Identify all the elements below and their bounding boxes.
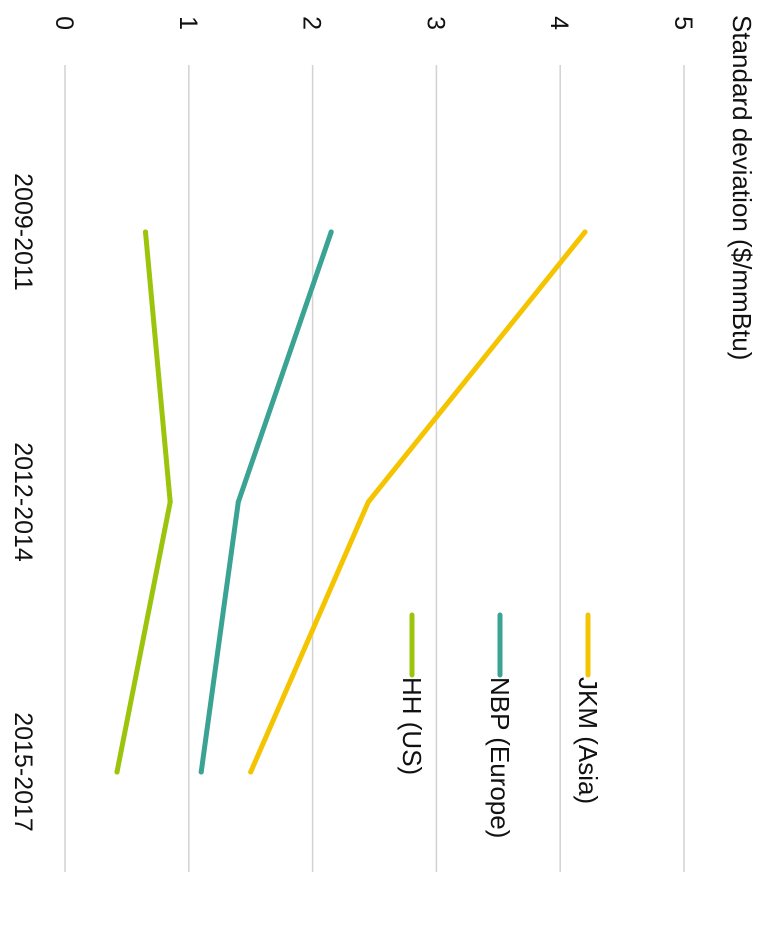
y-tick-label: 2 [298,16,326,30]
data-point [198,769,204,775]
y-tick-label: 1 [174,16,202,30]
data-point [114,769,120,775]
legend-label: JKM (Asia) [573,677,603,804]
data-point [328,229,334,235]
y-axis-title: Standard deviation ($/mmBtu) [727,15,757,360]
y-tick-label: 3 [421,16,449,30]
x-tick-label: 2009-2011 [9,173,37,291]
y-tick-label: 0 [50,16,78,30]
data-point [235,499,241,505]
data-point [167,499,173,505]
data-point [142,229,148,235]
legend-label: NBP (Europe) [485,677,515,838]
data-point [248,769,254,775]
y-tick-label: 4 [545,16,573,30]
data-point [582,229,588,235]
x-tick-label: 2015-2017 [9,712,37,832]
y-tick-label: 5 [669,16,697,30]
legend-label: HH (US) [397,677,427,775]
data-point [365,499,371,505]
series-line-1 [198,229,334,775]
x-tick-label: 2012-2014 [9,442,37,562]
series-line-2 [114,229,173,775]
